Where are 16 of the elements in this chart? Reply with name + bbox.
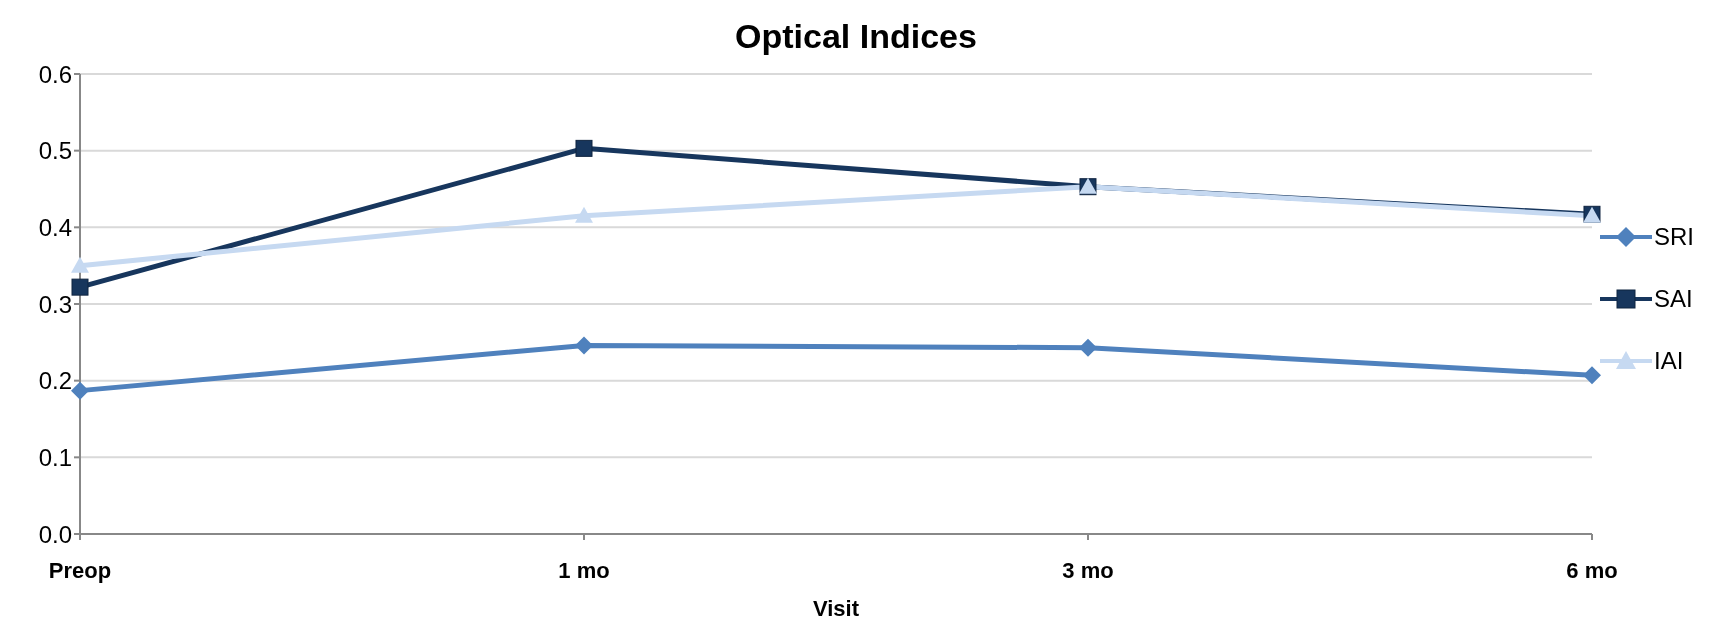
y-tick-label: 0.0 (38, 520, 72, 548)
x-tick-label: 1 mo (558, 557, 610, 583)
y-tick-label: 0.1 (38, 443, 72, 471)
y-tick-label: 0.2 (38, 367, 72, 395)
x-tick-label: Preop (48, 557, 112, 583)
x-axis-title: Visit (812, 596, 860, 621)
legend-label: SRI (1653, 223, 1694, 251)
legend-label: SAI (1653, 285, 1693, 313)
chart-title: Optical Indices (735, 17, 977, 55)
x-tick-label: 3 mo (1062, 557, 1114, 583)
y-tick-label: 0.4 (38, 213, 72, 241)
x-tick-label: 6 mo (1566, 557, 1618, 583)
y-tick-label: 0.5 (38, 137, 72, 165)
y-tick-label: 0.6 (38, 60, 72, 88)
y-tick-label: 0.3 (38, 290, 72, 318)
legend-label: IAI (1653, 347, 1684, 375)
